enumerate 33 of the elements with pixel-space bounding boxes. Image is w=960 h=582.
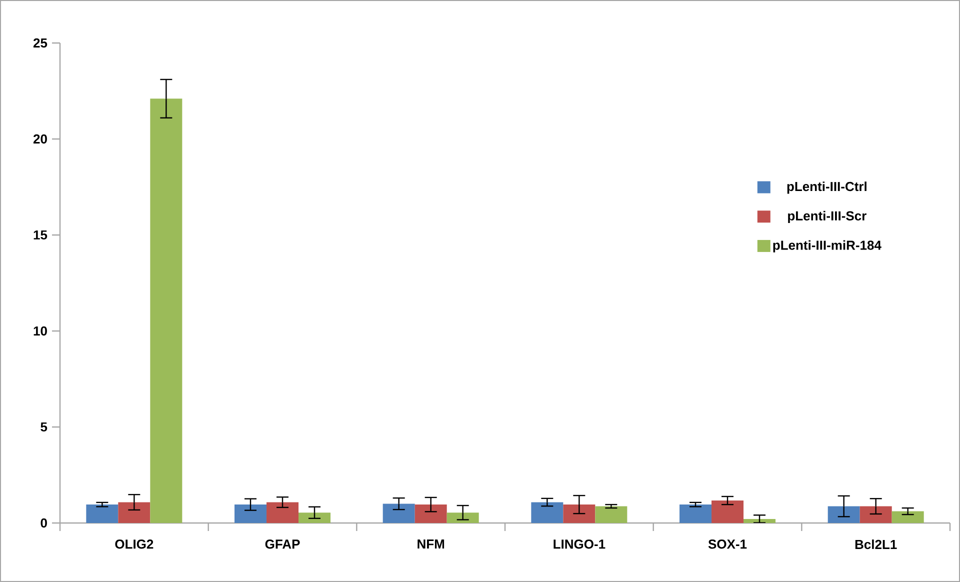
bar bbox=[446, 512, 479, 523]
bar bbox=[86, 504, 118, 523]
y-tick-label: 10 bbox=[34, 326, 47, 336]
bar bbox=[531, 502, 564, 523]
y-tick-label: 15 bbox=[34, 230, 48, 240]
bar bbox=[234, 504, 267, 523]
legend-label: pLenti-III-miR-184 bbox=[773, 240, 882, 252]
x-tick-label: SOX-1 bbox=[708, 540, 747, 549]
bar bbox=[414, 504, 447, 523]
x-tick-label: LINGO-1 bbox=[554, 540, 606, 549]
bar bbox=[680, 504, 712, 523]
bar bbox=[382, 504, 415, 523]
bar bbox=[712, 500, 744, 523]
y-tick-label: 20 bbox=[33, 134, 47, 144]
bar bbox=[828, 506, 860, 523]
bar bbox=[150, 98, 182, 523]
legend-label: pLenti-III-Ctrl bbox=[787, 182, 866, 194]
bar bbox=[744, 518, 776, 523]
bar bbox=[595, 506, 628, 523]
y-tick-label: 5 bbox=[40, 422, 48, 432]
bar bbox=[298, 512, 331, 523]
x-tick-label: NFM bbox=[418, 540, 444, 548]
y-tick-label: 0 bbox=[40, 518, 47, 528]
y-tick-label: 25 bbox=[33, 38, 48, 48]
bar bbox=[266, 502, 299, 523]
x-tick-label: GFAP bbox=[265, 540, 300, 549]
x-tick-label: Bcl2L1 bbox=[855, 540, 897, 550]
bar bbox=[118, 502, 150, 523]
bar bbox=[892, 511, 924, 523]
x-tick-label: OLIG2 bbox=[115, 540, 154, 549]
bar bbox=[860, 506, 892, 523]
bar bbox=[563, 504, 596, 523]
legend-label: pLenti-III-Scr bbox=[788, 210, 866, 224]
